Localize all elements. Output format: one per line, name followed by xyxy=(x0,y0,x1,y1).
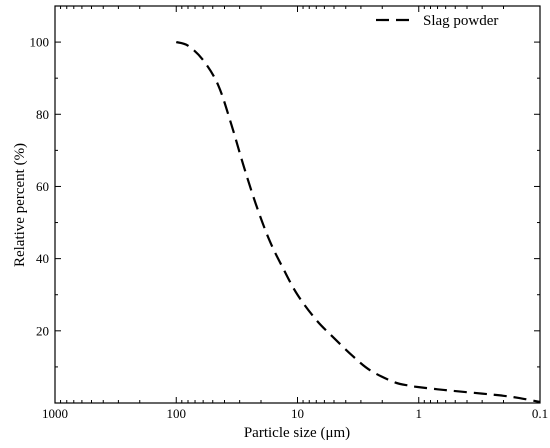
y-tick-label: 60 xyxy=(36,179,49,194)
x-tick-label: 1 xyxy=(416,406,423,421)
y-tick-label: 20 xyxy=(36,323,49,338)
y-axis-title: Relative percent (%) xyxy=(12,143,28,267)
x-axis-title: Particle size (μm) xyxy=(244,425,350,441)
ticks-layer: 1000 100 10 1 0.1 20 40 60 80 100 xyxy=(30,6,548,421)
x-tick-label: 1000 xyxy=(42,406,68,421)
y-tick-label: 80 xyxy=(36,107,49,122)
legend: Slag powder xyxy=(376,13,498,29)
legend-label-slag-powder: Slag powder xyxy=(423,13,498,29)
series-layer xyxy=(175,41,541,404)
x-tick-label: 100 xyxy=(167,406,187,421)
series-line-slag-powder xyxy=(175,41,541,404)
y-tick-label: 100 xyxy=(30,35,50,50)
x-tick-label: 0.1 xyxy=(532,406,548,421)
x-tick-label: 10 xyxy=(291,406,304,421)
plot-frame xyxy=(54,5,541,404)
y-tick-label: 40 xyxy=(36,251,49,266)
